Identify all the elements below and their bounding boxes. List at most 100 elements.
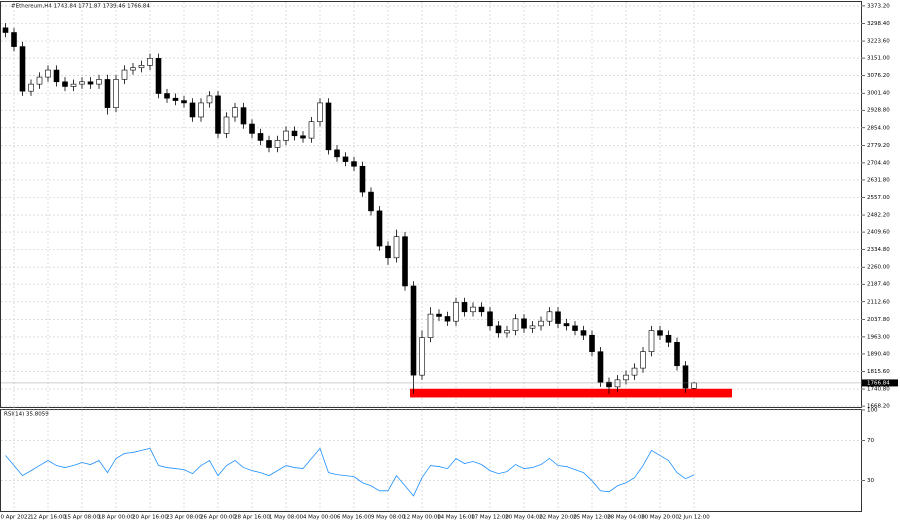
y-tick-label: 2928.80 — [867, 108, 890, 114]
candle-body — [28, 83, 34, 92]
candle-body — [682, 365, 689, 389]
candle-body — [597, 351, 604, 383]
y-tick-label: 2557.00 — [867, 195, 890, 201]
y-tick-label: 2704.40 — [867, 160, 890, 166]
candle-body — [325, 102, 332, 151]
candle-body — [495, 325, 502, 334]
candle-body — [342, 156, 349, 162]
x-tick-label: 23 Apr 08:00 — [166, 515, 202, 521]
candle-body — [266, 140, 272, 148]
candle-body — [189, 102, 196, 118]
candle-body — [240, 107, 247, 125]
candle-body — [79, 81, 85, 85]
candle-body — [546, 311, 553, 322]
candle-body — [393, 236, 400, 259]
candle-body — [334, 149, 340, 158]
x-tick-label: 9 May 08:00 — [371, 515, 406, 521]
candle-body — [317, 102, 323, 122]
x-tick-label: 18 Apr 00:00 — [98, 515, 134, 521]
candle-body — [555, 311, 561, 324]
candle-body — [308, 121, 315, 139]
y-tick-label: 3298.40 — [867, 21, 890, 27]
y-tick-label: 3223.60 — [867, 39, 890, 45]
candle-body — [657, 330, 663, 336]
y-tick-label: 2631.80 — [867, 177, 890, 183]
x-tick-label: 26 Apr 00:00 — [200, 515, 236, 521]
candle-body — [563, 323, 570, 327]
y-tick-label: 2409.60 — [867, 230, 890, 236]
y-tick-label: 2334.80 — [867, 247, 890, 253]
y-tick-label: 3373.20 — [867, 3, 890, 9]
candle-body — [385, 245, 391, 259]
candle-body — [351, 161, 357, 167]
candle-body — [521, 318, 527, 329]
candle-body — [2, 27, 9, 33]
price-panel — [0, 1, 862, 408]
candle-body — [648, 330, 655, 352]
candle-body — [198, 102, 204, 118]
candle-body — [580, 330, 587, 336]
candle-body — [674, 341, 680, 367]
y-tick-label: 1668.20 — [867, 404, 890, 410]
candle-body — [155, 58, 162, 94]
x-tick-label: 22 May 20:00 — [539, 515, 577, 521]
candle-body — [104, 79, 111, 108]
candle-body — [121, 69, 128, 80]
x-tick-label: 14 May 16:00 — [437, 515, 475, 521]
candle-body — [215, 95, 221, 134]
current-price-box — [862, 379, 898, 387]
x-tick-label: 2 Jun 12:00 — [678, 515, 710, 521]
y-tick-label: 100 — [867, 408, 878, 414]
candle-body — [572, 325, 578, 331]
candle-body — [478, 306, 485, 313]
candle-body — [606, 381, 612, 388]
candle-body — [45, 69, 51, 78]
x-tick-label: 28 Apr 16:00 — [234, 515, 270, 521]
candle-body — [206, 95, 213, 104]
candle-body — [223, 116, 230, 134]
support-zone — [410, 388, 732, 398]
candle-body — [665, 334, 672, 343]
candle-body — [614, 379, 621, 388]
y-tick-label: 2187.40 — [867, 282, 890, 288]
candle-body — [87, 81, 94, 85]
candle-body — [62, 81, 68, 87]
x-tick-label: 6 May 16:00 — [337, 515, 372, 521]
candle-body — [427, 313, 434, 338]
candle-body — [257, 133, 264, 141]
candle-body — [410, 285, 417, 376]
x-tick-label: 28 May 04:00 — [607, 515, 645, 521]
candle-body — [291, 130, 298, 137]
candle-body — [113, 79, 119, 108]
y-tick-label: 30 — [867, 478, 874, 484]
candle-body — [368, 191, 374, 212]
x-tick-label: 20 May 04:00 — [505, 515, 543, 521]
candle-body — [623, 374, 629, 381]
rsi-title: RSI(14) 35.8059 — [4, 412, 49, 418]
x-tick-label: 4 May 00:00 — [303, 515, 338, 521]
y-tick-label: 2260.00 — [867, 265, 890, 271]
candle-body — [444, 316, 451, 322]
candle-body — [470, 306, 476, 313]
candle-body — [138, 65, 145, 69]
candle-body — [164, 93, 170, 99]
candle-body — [419, 337, 425, 376]
candle-body — [11, 32, 17, 47]
candle-body — [376, 210, 383, 247]
candle-body — [274, 140, 281, 148]
candle-body — [631, 367, 638, 376]
candle-body — [589, 334, 595, 352]
y-tick-label: 2112.60 — [867, 299, 890, 305]
candle-body — [249, 123, 255, 134]
candle-body — [640, 351, 646, 369]
candle-body — [19, 46, 26, 92]
y-tick-label: 3076.20 — [867, 73, 890, 79]
candle-body — [402, 236, 408, 287]
candle-body — [147, 58, 153, 66]
candle-body — [436, 313, 442, 317]
candle-body — [300, 135, 306, 139]
candle-body — [232, 107, 238, 118]
x-tick-label: 17 May 12:00 — [471, 515, 509, 521]
y-tick-label: 2482.20 — [867, 213, 890, 219]
candle-body — [487, 311, 493, 327]
